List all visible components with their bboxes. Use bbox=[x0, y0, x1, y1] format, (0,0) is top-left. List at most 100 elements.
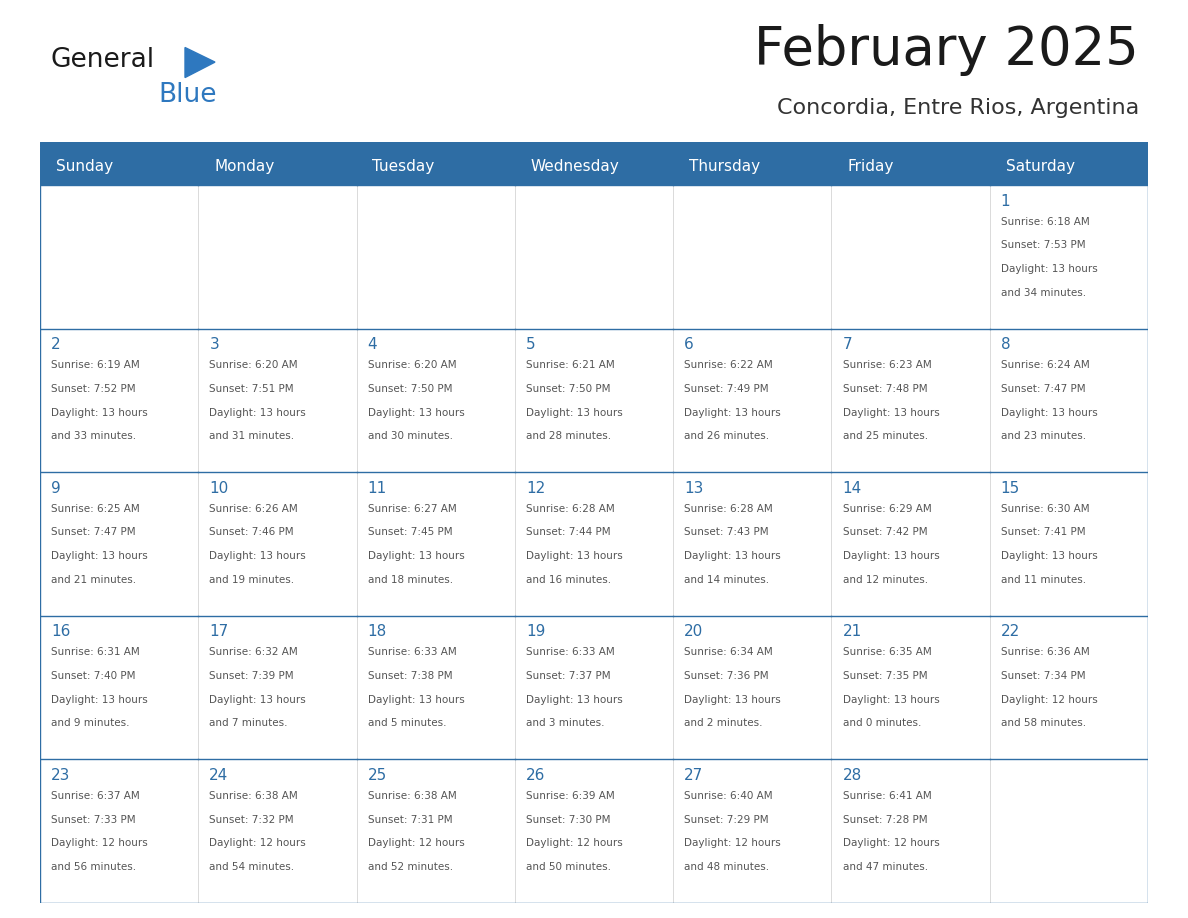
Text: Daylight: 12 hours: Daylight: 12 hours bbox=[1000, 695, 1098, 705]
Text: Sunset: 7:43 PM: Sunset: 7:43 PM bbox=[684, 528, 769, 537]
Text: 23: 23 bbox=[51, 768, 70, 783]
Text: Sunset: 7:51 PM: Sunset: 7:51 PM bbox=[209, 384, 293, 394]
Text: Daylight: 12 hours: Daylight: 12 hours bbox=[51, 838, 147, 848]
Text: Sunrise: 6:36 AM: Sunrise: 6:36 AM bbox=[1000, 647, 1089, 657]
Text: and 9 minutes.: and 9 minutes. bbox=[51, 719, 129, 729]
Text: and 30 minutes.: and 30 minutes. bbox=[367, 431, 453, 442]
Text: 26: 26 bbox=[526, 768, 545, 783]
Text: 2: 2 bbox=[51, 337, 61, 353]
Text: 19: 19 bbox=[526, 624, 545, 640]
Text: Sunrise: 6:21 AM: Sunrise: 6:21 AM bbox=[526, 360, 614, 370]
Bar bbox=[40, 329, 198, 472]
Text: 11: 11 bbox=[367, 481, 387, 496]
Text: 24: 24 bbox=[209, 768, 228, 783]
Text: Daylight: 13 hours: Daylight: 13 hours bbox=[367, 551, 465, 561]
Text: 8: 8 bbox=[1000, 337, 1011, 353]
Text: Sunset: 7:39 PM: Sunset: 7:39 PM bbox=[209, 671, 293, 681]
Text: Sunrise: 6:23 AM: Sunrise: 6:23 AM bbox=[842, 360, 931, 370]
Bar bbox=[514, 616, 674, 759]
Bar bbox=[514, 329, 674, 472]
Text: Sunset: 7:32 PM: Sunset: 7:32 PM bbox=[209, 814, 293, 824]
Text: Daylight: 12 hours: Daylight: 12 hours bbox=[209, 838, 307, 848]
Text: Sunset: 7:34 PM: Sunset: 7:34 PM bbox=[1000, 671, 1086, 681]
Bar bbox=[40, 185, 198, 329]
Text: Sunrise: 6:19 AM: Sunrise: 6:19 AM bbox=[51, 360, 140, 370]
Text: Sunrise: 6:39 AM: Sunrise: 6:39 AM bbox=[526, 791, 614, 801]
Text: Daylight: 13 hours: Daylight: 13 hours bbox=[684, 551, 781, 561]
Text: 1: 1 bbox=[1000, 194, 1011, 208]
Bar bbox=[832, 472, 990, 616]
Text: Sunrise: 6:41 AM: Sunrise: 6:41 AM bbox=[842, 791, 931, 801]
Text: and 28 minutes.: and 28 minutes. bbox=[526, 431, 611, 442]
Text: 4: 4 bbox=[367, 337, 378, 353]
Bar bbox=[356, 472, 514, 616]
Text: Daylight: 12 hours: Daylight: 12 hours bbox=[367, 838, 465, 848]
Text: Sunset: 7:35 PM: Sunset: 7:35 PM bbox=[842, 671, 927, 681]
Text: Sunset: 7:50 PM: Sunset: 7:50 PM bbox=[367, 384, 453, 394]
Text: Daylight: 13 hours: Daylight: 13 hours bbox=[526, 695, 623, 705]
Bar bbox=[356, 185, 514, 329]
Text: Sunrise: 6:31 AM: Sunrise: 6:31 AM bbox=[51, 647, 140, 657]
Text: and 52 minutes.: and 52 minutes. bbox=[367, 862, 453, 872]
Bar bbox=[198, 185, 356, 329]
Text: Sunrise: 6:38 AM: Sunrise: 6:38 AM bbox=[367, 791, 456, 801]
Bar bbox=[832, 616, 990, 759]
Text: Daylight: 13 hours: Daylight: 13 hours bbox=[842, 551, 940, 561]
Bar bbox=[832, 759, 990, 903]
Bar bbox=[198, 472, 356, 616]
Text: Daylight: 13 hours: Daylight: 13 hours bbox=[684, 695, 781, 705]
Text: and 47 minutes.: and 47 minutes. bbox=[842, 862, 928, 872]
Text: 9: 9 bbox=[51, 481, 61, 496]
Text: 21: 21 bbox=[842, 624, 861, 640]
Text: and 50 minutes.: and 50 minutes. bbox=[526, 862, 611, 872]
Bar bbox=[198, 616, 356, 759]
Text: Sunset: 7:38 PM: Sunset: 7:38 PM bbox=[367, 671, 453, 681]
Text: Daylight: 13 hours: Daylight: 13 hours bbox=[526, 408, 623, 418]
Text: Sunset: 7:48 PM: Sunset: 7:48 PM bbox=[842, 384, 927, 394]
Text: Sunrise: 6:20 AM: Sunrise: 6:20 AM bbox=[367, 360, 456, 370]
Text: and 31 minutes.: and 31 minutes. bbox=[209, 431, 295, 442]
Text: 12: 12 bbox=[526, 481, 545, 496]
Text: Sunrise: 6:28 AM: Sunrise: 6:28 AM bbox=[526, 504, 614, 514]
Text: 28: 28 bbox=[842, 768, 861, 783]
Text: Daylight: 13 hours: Daylight: 13 hours bbox=[367, 695, 465, 705]
Text: Sunrise: 6:20 AM: Sunrise: 6:20 AM bbox=[209, 360, 298, 370]
Text: Daylight: 13 hours: Daylight: 13 hours bbox=[51, 408, 147, 418]
Text: Tuesday: Tuesday bbox=[372, 159, 435, 174]
Bar bbox=[356, 329, 514, 472]
Text: 18: 18 bbox=[367, 624, 387, 640]
Text: Sunrise: 6:18 AM: Sunrise: 6:18 AM bbox=[1000, 217, 1089, 227]
Text: and 5 minutes.: and 5 minutes. bbox=[367, 719, 447, 729]
Text: 5: 5 bbox=[526, 337, 536, 353]
Text: and 3 minutes.: and 3 minutes. bbox=[526, 719, 605, 729]
Text: Monday: Monday bbox=[214, 159, 274, 174]
Text: Sunset: 7:47 PM: Sunset: 7:47 PM bbox=[51, 528, 135, 537]
Text: Sunrise: 6:28 AM: Sunrise: 6:28 AM bbox=[684, 504, 773, 514]
Text: and 23 minutes.: and 23 minutes. bbox=[1000, 431, 1086, 442]
Text: and 2 minutes.: and 2 minutes. bbox=[684, 719, 763, 729]
Bar bbox=[990, 616, 1148, 759]
Text: and 54 minutes.: and 54 minutes. bbox=[209, 862, 295, 872]
Text: Daylight: 13 hours: Daylight: 13 hours bbox=[842, 408, 940, 418]
Text: 27: 27 bbox=[684, 768, 703, 783]
Text: Daylight: 13 hours: Daylight: 13 hours bbox=[209, 551, 307, 561]
Text: Sunset: 7:36 PM: Sunset: 7:36 PM bbox=[684, 671, 769, 681]
Text: February 2025: February 2025 bbox=[754, 25, 1139, 76]
Text: Daylight: 12 hours: Daylight: 12 hours bbox=[842, 838, 940, 848]
Text: Daylight: 13 hours: Daylight: 13 hours bbox=[684, 408, 781, 418]
Text: Sunset: 7:29 PM: Sunset: 7:29 PM bbox=[684, 814, 769, 824]
Text: Daylight: 13 hours: Daylight: 13 hours bbox=[1000, 264, 1098, 274]
Bar bbox=[198, 329, 356, 472]
Text: Sunset: 7:28 PM: Sunset: 7:28 PM bbox=[842, 814, 927, 824]
Text: and 25 minutes.: and 25 minutes. bbox=[842, 431, 928, 442]
Text: and 14 minutes.: and 14 minutes. bbox=[684, 575, 770, 585]
Text: Sunrise: 6:32 AM: Sunrise: 6:32 AM bbox=[209, 647, 298, 657]
Text: Sunset: 7:49 PM: Sunset: 7:49 PM bbox=[684, 384, 769, 394]
Text: 20: 20 bbox=[684, 624, 703, 640]
Text: Daylight: 13 hours: Daylight: 13 hours bbox=[842, 695, 940, 705]
Text: and 34 minutes.: and 34 minutes. bbox=[1000, 287, 1086, 297]
Polygon shape bbox=[185, 48, 215, 77]
Text: Sunset: 7:47 PM: Sunset: 7:47 PM bbox=[1000, 384, 1086, 394]
Text: Concordia, Entre Rios, Argentina: Concordia, Entre Rios, Argentina bbox=[777, 98, 1139, 118]
Text: Daylight: 12 hours: Daylight: 12 hours bbox=[526, 838, 623, 848]
